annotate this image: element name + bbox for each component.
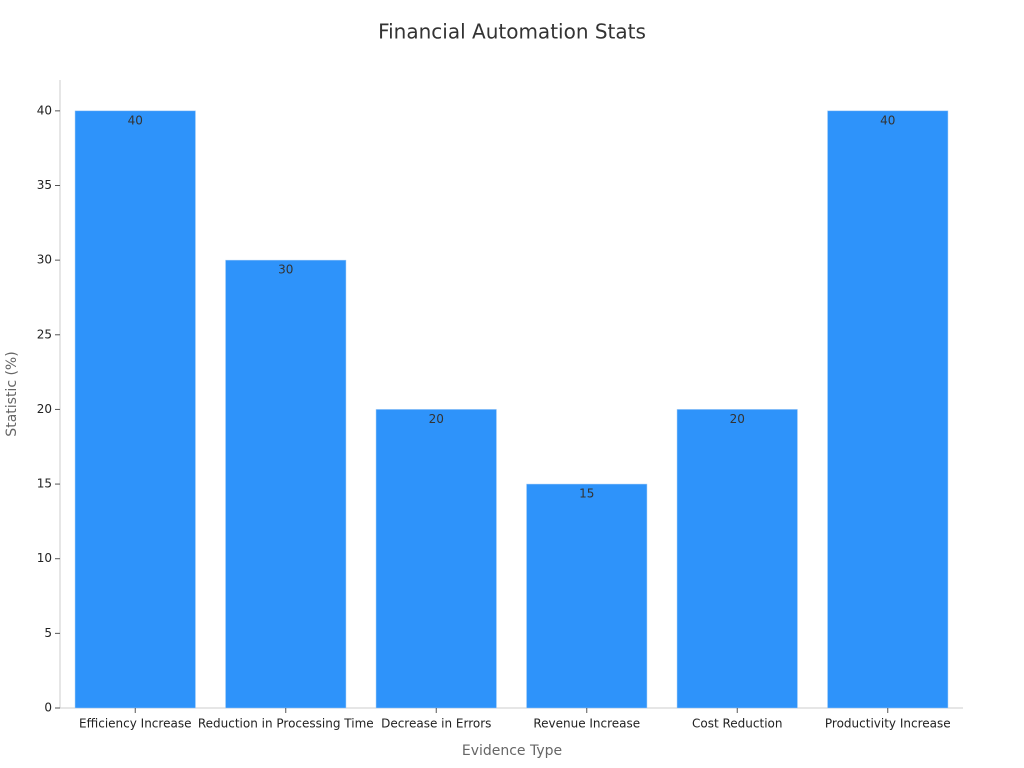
x-axis-label: Evidence Type	[462, 743, 562, 759]
y-tick-label: 0	[44, 701, 52, 715]
bar	[375, 409, 497, 709]
x-tick-label: Cost Reduction	[692, 717, 782, 731]
y-tick-label: 30	[37, 253, 52, 267]
bar	[225, 259, 347, 709]
x-tick-label: Reduction in Processing Time	[198, 717, 374, 731]
y-tick-label: 40	[37, 103, 52, 117]
y-tick-label: 15	[37, 477, 52, 491]
y-tick-label: 10	[37, 551, 52, 565]
y-tick-label: 35	[37, 178, 52, 192]
chart-title: Financial Automation Stats	[378, 20, 646, 44]
x-tick-label: Revenue Increase	[533, 717, 640, 731]
data-label: 20	[429, 412, 444, 426]
data-label: 15	[579, 487, 594, 501]
data-label: 40	[128, 113, 143, 127]
data-label: 30	[278, 263, 293, 277]
data-label: 40	[880, 113, 895, 127]
x-tick-label: Productivity Increase	[825, 717, 951, 731]
y-tick-label: 20	[37, 402, 52, 416]
x-tick-label: Decrease in Errors	[381, 717, 491, 731]
y-tick-label: 25	[37, 327, 52, 341]
y-axis-label: Statistic (%)	[4, 351, 20, 436]
bar	[74, 110, 196, 709]
x-tick-label: Efficiency Increase	[79, 717, 191, 731]
bar	[676, 409, 798, 709]
bar	[526, 483, 648, 709]
bar	[827, 110, 949, 709]
y-tick-label: 5	[44, 626, 52, 640]
data-label: 20	[730, 412, 745, 426]
